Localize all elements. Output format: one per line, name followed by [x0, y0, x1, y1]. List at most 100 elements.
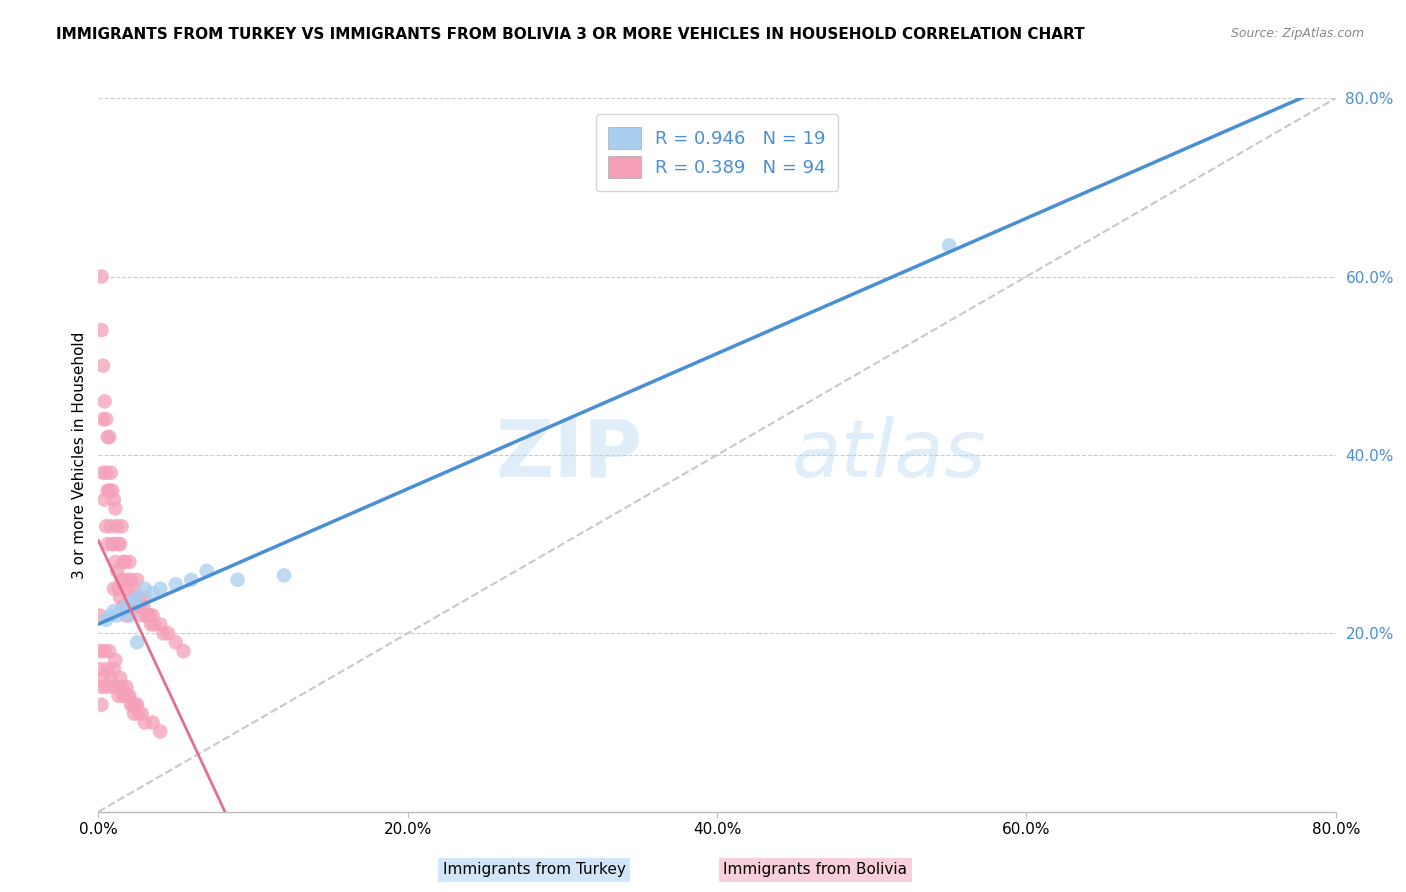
- Point: [108, 671, 131, 685]
- Point: [98, 644, 121, 658]
- Point: [104, 653, 127, 667]
- Point: [96, 412, 118, 426]
- Point: [112, 599, 135, 614]
- Point: [149, 617, 172, 632]
- Point: [938, 238, 960, 252]
- Point: [120, 573, 142, 587]
- Point: [115, 608, 138, 623]
- Text: IMMIGRANTS FROM TURKEY VS IMMIGRANTS FROM BOLIVIA 3 OR MORE VEHICLES IN HOUSEHOL: IMMIGRANTS FROM TURKEY VS IMMIGRANTS FRO…: [56, 27, 1085, 42]
- Point: [118, 689, 141, 703]
- Point: [103, 492, 125, 507]
- Point: [132, 599, 155, 614]
- Point: [100, 466, 122, 480]
- Point: [135, 608, 157, 623]
- Text: Immigrants from Turkey: Immigrants from Turkey: [443, 863, 626, 877]
- Point: [104, 555, 127, 569]
- Point: [120, 698, 142, 712]
- Point: [138, 608, 160, 623]
- Point: [91, 412, 114, 426]
- Text: Immigrants from Bolivia: Immigrants from Bolivia: [724, 863, 907, 877]
- Point: [115, 573, 138, 587]
- Point: [111, 519, 132, 533]
- Point: [195, 564, 218, 578]
- Point: [91, 466, 114, 480]
- Point: [226, 573, 249, 587]
- Point: [108, 591, 131, 605]
- Point: [134, 715, 156, 730]
- Point: [157, 626, 180, 640]
- Point: [114, 689, 136, 703]
- Point: [129, 599, 152, 614]
- Point: [127, 573, 149, 587]
- Y-axis label: 3 or more Vehicles in Household: 3 or more Vehicles in Household: [72, 331, 87, 579]
- Point: [91, 359, 114, 373]
- Point: [122, 582, 145, 596]
- Point: [91, 671, 114, 685]
- Point: [105, 608, 128, 623]
- Point: [89, 644, 111, 658]
- Point: [118, 608, 141, 623]
- Point: [121, 595, 143, 609]
- Text: Source: ZipAtlas.com: Source: ZipAtlas.com: [1230, 27, 1364, 40]
- Point: [121, 698, 143, 712]
- Point: [143, 617, 166, 632]
- Point: [111, 573, 132, 587]
- Point: [124, 599, 146, 614]
- Point: [111, 604, 132, 618]
- Point: [103, 662, 125, 676]
- Point: [103, 582, 125, 596]
- Point: [114, 555, 136, 569]
- Text: ZIP: ZIP: [495, 416, 643, 494]
- Point: [93, 394, 115, 409]
- Point: [107, 582, 129, 596]
- Point: [139, 617, 162, 632]
- Point: [90, 269, 112, 284]
- Point: [90, 698, 112, 712]
- Point: [112, 555, 135, 569]
- Point: [134, 582, 156, 596]
- Point: [107, 689, 129, 703]
- Point: [124, 698, 146, 712]
- Point: [105, 564, 128, 578]
- Point: [100, 608, 122, 623]
- Point: [100, 671, 122, 685]
- Point: [97, 430, 120, 444]
- Point: [121, 591, 143, 605]
- Point: [180, 573, 202, 587]
- Point: [165, 635, 187, 649]
- Point: [115, 599, 138, 614]
- Point: [101, 537, 124, 551]
- Point: [105, 519, 128, 533]
- Point: [100, 519, 122, 533]
- Point: [117, 689, 139, 703]
- Point: [149, 582, 172, 596]
- Point: [141, 715, 165, 730]
- Point: [128, 591, 150, 605]
- Point: [96, 519, 118, 533]
- Point: [89, 608, 111, 623]
- Point: [122, 706, 145, 721]
- Point: [118, 599, 141, 614]
- Point: [97, 483, 120, 498]
- Point: [134, 591, 156, 605]
- Point: [127, 698, 149, 712]
- Legend: R = 0.946   N = 19, R = 0.389   N = 94: R = 0.946 N = 19, R = 0.389 N = 94: [596, 114, 838, 191]
- Point: [96, 613, 118, 627]
- Point: [97, 537, 120, 551]
- Point: [111, 680, 132, 694]
- Point: [118, 555, 141, 569]
- Point: [101, 680, 124, 694]
- Point: [98, 430, 121, 444]
- Point: [96, 680, 118, 694]
- Point: [96, 466, 118, 480]
- Point: [93, 644, 115, 658]
- Point: [141, 586, 165, 600]
- Point: [105, 680, 128, 694]
- Point: [101, 483, 124, 498]
- Point: [93, 492, 115, 507]
- Point: [152, 626, 174, 640]
- Point: [127, 635, 149, 649]
- Point: [115, 680, 138, 694]
- Text: atlas: atlas: [792, 416, 986, 494]
- Point: [89, 662, 111, 676]
